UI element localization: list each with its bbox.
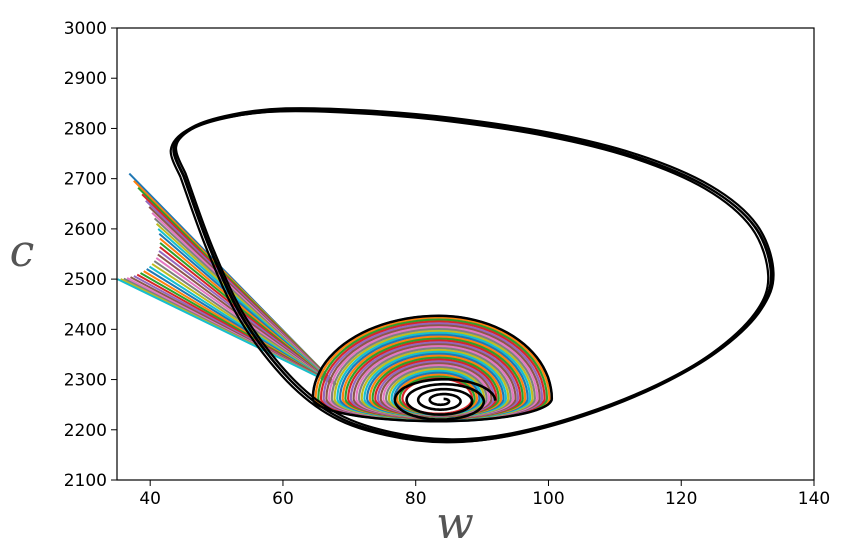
inner-spiral xyxy=(393,378,497,421)
x-tick-label: 80 xyxy=(405,489,427,509)
y-tick-label: 2800 xyxy=(64,119,107,139)
x-tick-label: 60 xyxy=(272,489,294,509)
band-outer-outline xyxy=(311,314,554,423)
y-tick-label: 3000 xyxy=(64,19,107,39)
transient-trajectory xyxy=(117,278,327,382)
limit-cycles xyxy=(169,107,775,444)
x-tick-label: 100 xyxy=(532,489,564,509)
y-tick-label: 2200 xyxy=(64,421,107,441)
y-tick-label: 2900 xyxy=(64,69,107,89)
x-tick-label: 40 xyxy=(139,489,161,509)
y-tick-label: 2500 xyxy=(64,270,107,290)
y-tick-label: 2100 xyxy=(64,471,107,491)
x-axis-ticks: 40 60 80 100 120 140 xyxy=(139,480,830,509)
inner-band xyxy=(311,314,554,423)
y-tick-label: 2600 xyxy=(64,220,107,240)
y-tick-label: 2300 xyxy=(64,371,107,391)
x-tick-label: 140 xyxy=(798,489,830,509)
y-axis-label: c xyxy=(10,226,35,277)
y-tick-label: 2700 xyxy=(64,170,107,190)
x-axis-label: w xyxy=(436,498,474,549)
y-tick-label: 2400 xyxy=(64,320,107,340)
x-tick-label: 120 xyxy=(665,489,697,509)
plot-area xyxy=(117,107,775,444)
limit-cycle xyxy=(173,109,774,443)
plot-frame xyxy=(116,27,815,481)
y-axis-ticks: 2100 2200 2300 2400 2500 2600 2700 2800 2900 3000 xyxy=(64,19,117,491)
